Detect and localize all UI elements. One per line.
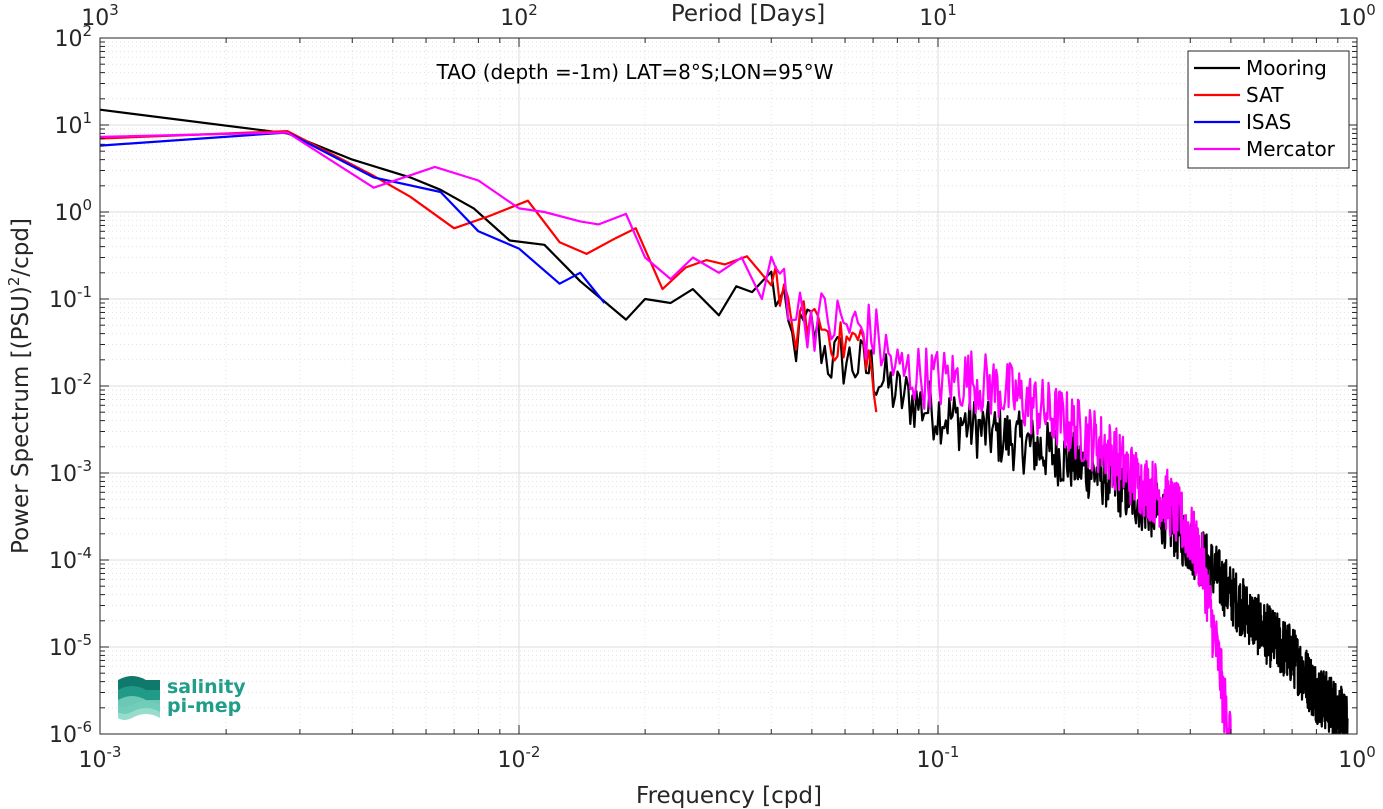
series-line-sat: [100, 130, 878, 413]
legend-label-mooring: Mooring: [1246, 56, 1327, 80]
y-tick-label: 10-6: [49, 718, 92, 748]
y-axis-label: Power Spectrum [(PSU)2/cpd]: [5, 218, 34, 554]
legend-label-sat: SAT: [1246, 83, 1284, 107]
top-x-tick-label: 103: [81, 1, 119, 31]
series-layer: [100, 108, 1349, 734]
y-tick-label: 10-5: [49, 631, 92, 661]
top-x-tick-labels: 103 102 101 100: [81, 1, 1376, 31]
x-tick-label: 100: [1338, 743, 1376, 773]
y-tick-label: 10-3: [49, 457, 92, 487]
legend: Mooring SAT ISAS Mercator: [1187, 50, 1350, 169]
logo-line-1: salinity: [167, 676, 246, 698]
logo-waves-icon: [118, 676, 160, 720]
x-tick-labels: 10-3 10-2 10-1 100: [79, 743, 1376, 773]
legend-label-mercator: Mercator: [1246, 137, 1336, 161]
top-x-tick-label: 101: [919, 1, 957, 31]
series-line-mooring: [100, 108, 1349, 734]
salinity-pi-mep-logo: salinity pi-mep: [118, 676, 246, 720]
chart-title: TAO (depth =-1m) LAT=8°S;LON=95°W: [436, 60, 834, 84]
axis-ticks: [99, 38, 1357, 735]
top-x-axis-label: Period [Days]: [671, 1, 825, 27]
series-line-mercator: [100, 131, 1232, 734]
y-tick-labels: 10-6 10-5 10-4 10-3 10-2 10-1 100 101 102: [49, 22, 92, 748]
x-tick-label: 10-1: [917, 743, 960, 773]
x-tick-label: 10-2: [498, 743, 541, 773]
legend-label-isas: ISAS: [1246, 110, 1291, 134]
x-tick-label: 10-3: [79, 743, 122, 773]
y-tick-label: 102: [54, 22, 92, 52]
top-x-tick-label: 100: [1338, 1, 1376, 31]
y-tick-label: 100: [54, 196, 92, 226]
y-tick-label: 10-2: [49, 370, 92, 400]
y-tick-label: 10-4: [49, 544, 92, 574]
y-tick-label: 101: [54, 109, 92, 139]
series-line-isas: [100, 131, 606, 304]
top-x-tick-label: 102: [500, 1, 538, 31]
logo-line-2: pi-mep: [167, 695, 241, 717]
y-tick-label: 10-1: [49, 283, 92, 313]
x-axis-label: Frequency [cpd]: [636, 783, 822, 809]
